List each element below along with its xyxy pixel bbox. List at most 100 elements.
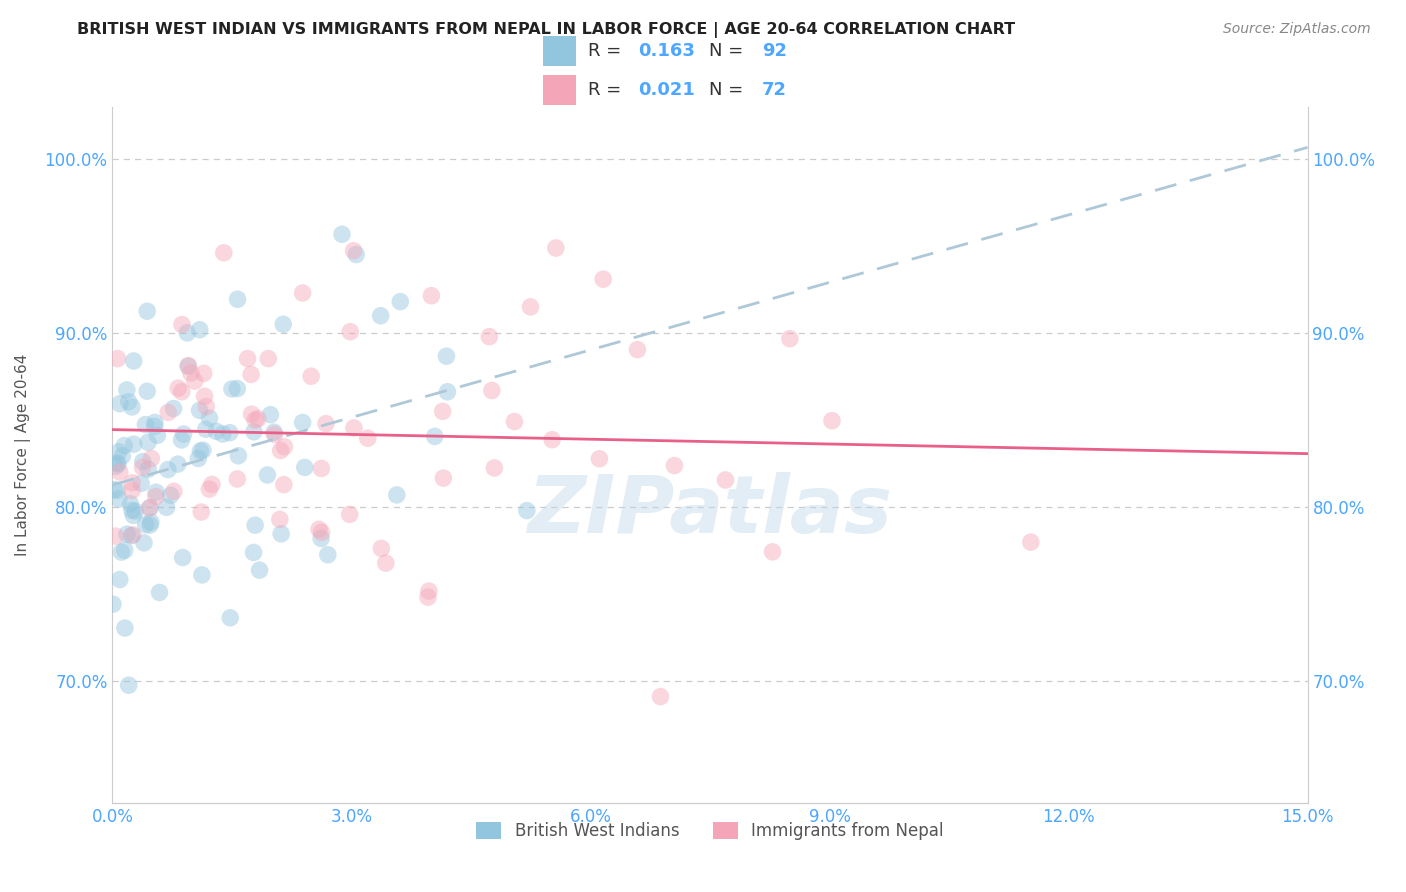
Point xyxy=(228,449,250,463)
Point xyxy=(484,461,506,475)
Point xyxy=(436,384,458,399)
Point xyxy=(139,515,162,529)
Text: R =: R = xyxy=(588,81,627,99)
Point xyxy=(193,367,215,381)
Point xyxy=(221,382,243,396)
Point xyxy=(226,472,249,486)
Point xyxy=(650,690,672,704)
Point xyxy=(503,415,526,429)
Point xyxy=(141,451,163,466)
Text: N =: N = xyxy=(709,81,748,99)
Point xyxy=(118,678,141,692)
Point xyxy=(121,503,143,517)
Point xyxy=(299,369,322,384)
Point xyxy=(339,508,361,522)
Point xyxy=(108,465,131,479)
Point xyxy=(139,518,162,533)
Point xyxy=(104,459,127,474)
Point xyxy=(136,304,159,318)
Point xyxy=(226,382,249,396)
Text: BRITISH WEST INDIAN VS IMMIGRANTS FROM NEPAL IN LABOR FORCE | AGE 20-64 CORRELAT: BRITISH WEST INDIAN VS IMMIGRANTS FROM N… xyxy=(77,22,1015,38)
Point xyxy=(342,244,364,258)
Point xyxy=(385,488,408,502)
Point xyxy=(243,518,266,533)
Point xyxy=(270,443,292,458)
Point xyxy=(357,431,380,445)
Point xyxy=(143,416,166,430)
Point xyxy=(626,343,648,357)
Point xyxy=(259,408,281,422)
Point xyxy=(201,477,224,491)
Point xyxy=(188,323,211,337)
Point xyxy=(121,400,143,414)
Point xyxy=(121,528,143,542)
Point xyxy=(115,527,138,541)
Point xyxy=(273,440,295,454)
Point xyxy=(249,563,271,577)
Point xyxy=(172,550,194,565)
Point xyxy=(271,318,294,332)
Point xyxy=(136,435,159,450)
Point xyxy=(269,512,291,526)
Point xyxy=(118,394,141,409)
Point xyxy=(218,425,240,440)
Point xyxy=(134,417,156,432)
Point xyxy=(344,247,367,261)
Point xyxy=(246,411,269,425)
Point xyxy=(219,611,242,625)
Point xyxy=(194,422,217,436)
Point xyxy=(111,449,134,463)
Point xyxy=(436,349,458,363)
Point xyxy=(370,309,392,323)
Point xyxy=(121,475,143,490)
Point xyxy=(183,374,205,388)
Point xyxy=(108,573,131,587)
Point xyxy=(108,397,131,411)
Point xyxy=(170,433,193,447)
Point xyxy=(263,425,285,440)
Point xyxy=(193,389,215,403)
Point xyxy=(211,427,233,442)
Point xyxy=(779,332,801,346)
Point xyxy=(157,405,180,419)
Point xyxy=(311,525,333,540)
Point xyxy=(120,497,142,511)
Point xyxy=(105,456,128,470)
Point xyxy=(330,227,353,242)
Point xyxy=(191,443,214,458)
Point xyxy=(124,504,146,518)
Point xyxy=(173,427,195,442)
Point xyxy=(240,407,263,421)
Point xyxy=(176,326,198,340)
Point xyxy=(370,541,392,556)
Point xyxy=(110,545,132,559)
Point xyxy=(159,488,181,502)
FancyBboxPatch shape xyxy=(543,36,576,65)
Text: 0.021: 0.021 xyxy=(638,81,695,99)
Point xyxy=(101,597,124,611)
Point xyxy=(714,473,737,487)
Point xyxy=(105,483,128,498)
Text: 92: 92 xyxy=(762,42,787,60)
Point xyxy=(311,461,333,475)
Point xyxy=(122,354,145,368)
Point xyxy=(121,483,143,498)
Point xyxy=(104,529,127,543)
Point xyxy=(294,460,316,475)
Point xyxy=(148,585,170,599)
Point xyxy=(432,404,454,418)
Point xyxy=(242,545,264,559)
Point xyxy=(132,455,155,469)
Point xyxy=(136,462,159,476)
Point xyxy=(131,460,153,475)
Point xyxy=(112,439,135,453)
Y-axis label: In Labor Force | Age 20-64: In Labor Force | Age 20-64 xyxy=(14,354,31,556)
Point xyxy=(162,401,184,416)
Point xyxy=(191,568,214,582)
Point xyxy=(416,590,439,604)
Point xyxy=(420,288,443,302)
Point xyxy=(291,416,314,430)
Point xyxy=(107,457,129,471)
Point xyxy=(243,413,266,427)
Point xyxy=(107,444,129,458)
